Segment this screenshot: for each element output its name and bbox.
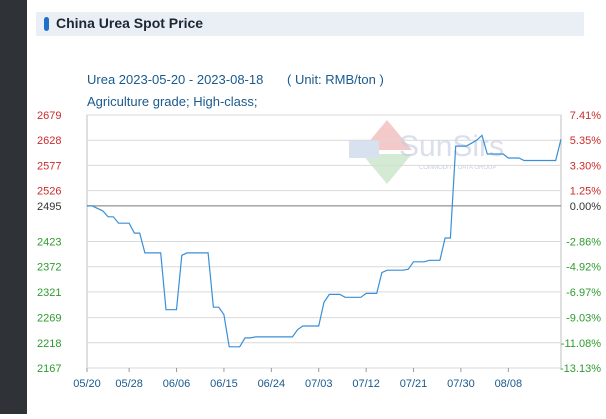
price-chart: SunSirs COMMODITY DATA GROUP Urea 2023-0…	[27, 40, 606, 414]
watermark-brand: SunSirs	[399, 130, 504, 163]
x-tick-label: 07/03	[305, 378, 333, 390]
y-tick-label: 2577	[37, 160, 61, 172]
series-group	[87, 134, 562, 348]
pct-tick-label: -6.97%	[566, 287, 601, 299]
watermark-tagline: COMMODITY DATA GROUP	[419, 165, 496, 171]
pct-tick-label: 3.30%	[570, 160, 601, 172]
y-tick-label: 2495	[37, 201, 61, 213]
chart-unit: ( Unit: RMB/ton )	[287, 72, 384, 87]
pct-tick-label: 1.25%	[570, 186, 601, 198]
pct-tick-label: 7.41%	[570, 110, 601, 122]
chart-subtitle: Agriculture grade; High-class;	[87, 94, 258, 109]
watermark-arrow-down	[362, 154, 412, 184]
section-title: China Urea Spot Price	[56, 15, 204, 31]
x-tick-label: 07/21	[400, 378, 428, 390]
pct-tick-label: 5.35%	[570, 135, 601, 147]
pct-tick-label: -9.03%	[566, 313, 601, 325]
y-tick-label: 2679	[37, 110, 61, 122]
x-tick-label: 05/20	[73, 378, 101, 390]
x-tick-label: 05/28	[115, 378, 143, 390]
y-tick-label: 2167	[37, 363, 61, 375]
pct-tick-label: -11.08%	[561, 338, 601, 350]
price-chart-svg: SunSirs COMMODITY DATA GROUP Urea 2023-0…	[37, 72, 601, 390]
x-tick-label: 08/08	[495, 378, 523, 390]
y-axis-left: 2679 2628 2577 2526 2495 2423 2372 2321 2269 2218…	[37, 110, 61, 375]
y-axis-right: 7.41% 5.35% 3.30% 1.25% 0.00% -2.86% -4.92% -6.…	[560, 110, 601, 375]
pct-tick-label: 0.00%	[570, 201, 601, 213]
x-tick-label: 06/24	[258, 378, 286, 390]
watermark-box	[349, 140, 379, 158]
y-tick-label: 2269	[37, 313, 61, 325]
gridlines	[87, 114, 561, 369]
watermark-logo	[349, 120, 412, 184]
chart-title: Urea 2023-05-20 - 2023-08-18	[87, 72, 263, 87]
section-header: China Urea Spot Price	[36, 12, 584, 36]
y-tick-label: 2526	[37, 186, 61, 198]
left-panel-strip	[0, 0, 27, 414]
pct-tick-label: -13.13%	[560, 363, 601, 375]
pct-tick-label: -4.92%	[566, 262, 601, 274]
y-tick-label: 2628	[37, 135, 61, 147]
header-bullet-icon	[44, 17, 49, 31]
y-tick-label: 2218	[37, 338, 61, 350]
x-tick-label: 07/12	[352, 378, 380, 390]
x-tick-label: 07/30	[447, 378, 475, 390]
y-tick-label: 2423	[37, 237, 61, 249]
x-tick-label: 06/06	[163, 378, 191, 390]
y-tick-label: 2372	[37, 262, 61, 274]
price-series-line	[87, 134, 562, 348]
x-tick-label: 06/15	[210, 378, 238, 390]
watermark-arrow-up	[362, 120, 412, 150]
pct-tick-label: -2.86%	[566, 237, 601, 249]
x-axis: 05/20 05/28 06/06 06/15 06/24 07/03 07/12 07/21…	[73, 368, 522, 390]
y-tick-label: 2321	[37, 287, 61, 299]
